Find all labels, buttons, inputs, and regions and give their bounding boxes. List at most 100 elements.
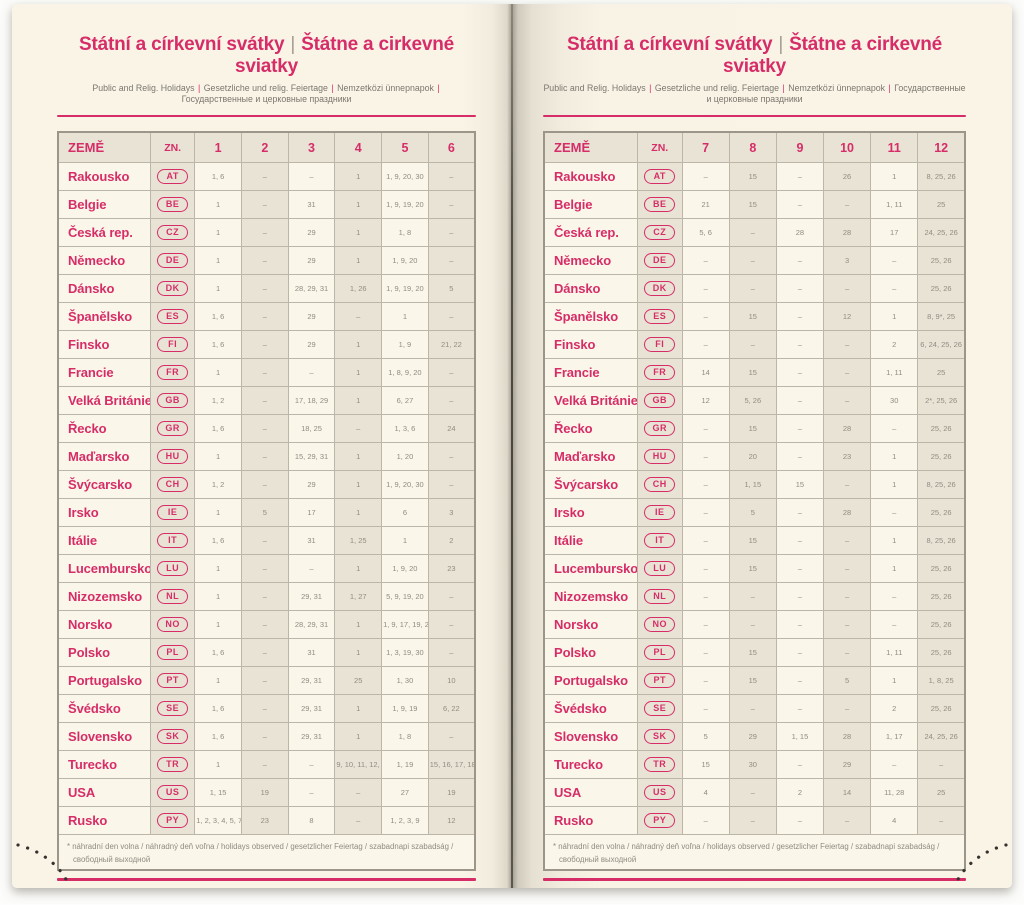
month-cell: –: [822, 329, 872, 359]
month-cell: 1: [194, 553, 242, 583]
country-code-badge: PL: [157, 644, 189, 660]
code-cell: AT: [636, 161, 683, 191]
country-cell: Belgie: [543, 189, 638, 219]
month-cell: 12: [681, 385, 730, 415]
month-cell: 12: [822, 301, 872, 331]
month-cell: 1, 6: [194, 329, 242, 359]
month-cell: 25: [917, 189, 966, 219]
month-cell: 1, 27: [334, 581, 383, 611]
country-code-badge: DK: [157, 280, 189, 296]
table-row: Řecko GR –15–28–25, 26: [543, 413, 966, 443]
month-cell: –: [240, 189, 289, 219]
month-cell: 20: [728, 441, 777, 471]
month-cell: 1, 26: [334, 273, 383, 303]
month-cell: 5, 26: [728, 385, 777, 415]
right-page: Státní a církevní svátky | Štátne a cirkev…: [512, 4, 1012, 888]
column-header-code: ZN.: [150, 131, 196, 163]
month-cell: 1: [870, 441, 919, 471]
footnote-row: * náhradní den volna / náhradný deň voľn…: [543, 833, 966, 871]
country-cell: Finsko: [57, 329, 152, 359]
code-cell: ES: [636, 301, 683, 331]
month-cell: 1: [194, 217, 242, 247]
month-cell: 15: [681, 749, 730, 779]
country-code-badge: GB: [157, 392, 189, 408]
right-page-content: Státní a církevní svátky | Štátne a cirkev…: [512, 4, 1012, 881]
month-cell: –: [240, 749, 289, 779]
month-cell: 11, 28: [870, 777, 919, 807]
table-row: Maďarsko HU –20–23 1 25, 26: [543, 441, 966, 471]
month-cell: –: [728, 805, 777, 835]
month-cell: 28: [822, 721, 872, 751]
code-cell: GB: [150, 385, 196, 415]
footnote-cell: * náhradní den volna / náhradný deň voľn…: [543, 833, 966, 871]
month-cell: 2: [870, 693, 919, 723]
month-cell: 15: [728, 357, 777, 387]
month-cell: 5: [822, 665, 872, 695]
country-cell: Španělsko: [57, 301, 152, 331]
month-cell: 8, 25, 26: [917, 161, 966, 191]
country-cell: Francie: [57, 357, 152, 387]
country-cell: Česká rep.: [543, 217, 638, 247]
month-cell: –: [681, 497, 730, 527]
country-cell: Portugalsko: [57, 665, 152, 695]
month-cell: 1: [334, 609, 383, 639]
month-cell: 1: [194, 357, 242, 387]
month-cell: –: [822, 609, 872, 639]
month-cell: –: [775, 693, 825, 723]
month-cell: –: [427, 441, 476, 471]
month-cell: 29: [287, 217, 336, 247]
code-cell: PT: [150, 665, 196, 695]
month-cell: –: [775, 609, 825, 639]
table-row: Portugalsko PT 1–29, 31 25 1, 30 10: [57, 665, 476, 695]
footnote-cell: * náhradní den volna / náhradný deň voľn…: [57, 833, 476, 871]
month-cell: 28: [822, 413, 872, 443]
month-cell: 15: [728, 665, 777, 695]
month-cell: –: [681, 637, 730, 667]
month-cell: 17: [287, 497, 336, 527]
month-cell: –: [775, 329, 825, 359]
month-cell: 15: [728, 553, 777, 583]
month-cell: 1: [194, 245, 242, 275]
country-code-badge: BE: [644, 196, 676, 212]
month-cell: –: [427, 609, 476, 639]
month-cell: 17: [870, 217, 919, 247]
subtitle-segment: Государственные и церковные праздники: [181, 94, 352, 104]
month-cell: –: [287, 553, 336, 583]
table-row: Dánsko DK 1–28, 29, 31 1, 26 1, 9, 19, 20 5: [57, 273, 476, 303]
table-row: Švédsko SE – – – –2 25, 26: [543, 693, 966, 723]
month-cell: 1, 15: [775, 721, 825, 751]
accent-rule-top: [543, 115, 966, 118]
month-cell: –: [427, 245, 476, 275]
page-title-czech: Státní a církevní svátky: [78, 34, 285, 55]
month-cell: 5, 9, 19, 20: [381, 581, 429, 611]
country-cell: Maďarsko: [57, 441, 152, 471]
month-cell: –: [775, 357, 825, 387]
country-code-badge: IT: [644, 532, 676, 548]
month-cell: 3: [822, 245, 872, 275]
country-code-badge: US: [157, 784, 189, 800]
code-cell: NL: [636, 581, 683, 611]
subtitle-segment: Gesetzliche und relig. Feiertage: [203, 83, 328, 93]
month-cell: –: [822, 273, 872, 303]
month-cell: –: [681, 553, 730, 583]
month-cell: 1: [334, 721, 383, 751]
subtitle-separator: |: [646, 83, 654, 93]
code-cell: IE: [150, 497, 196, 527]
month-cell: 30: [728, 749, 777, 779]
table-row: Itálie IT –15– –1 8, 25, 26: [543, 525, 966, 555]
month-cell: –: [681, 805, 730, 835]
month-cell: –: [775, 637, 825, 667]
column-header-month-10: 10: [822, 131, 872, 163]
month-cell: 15, 29, 31: [287, 441, 336, 471]
accent-rule-bottom: [543, 878, 966, 881]
country-code-badge: PT: [644, 672, 676, 688]
code-cell: LU: [150, 553, 196, 583]
month-cell: –: [681, 469, 730, 499]
month-cell: 1, 17: [870, 721, 919, 751]
month-cell: –: [870, 273, 919, 303]
table-row: USA US 1, 15 19– –27 19: [57, 777, 476, 807]
code-cell: LU: [636, 553, 683, 583]
month-cell: 19: [240, 777, 289, 807]
table-row: Německo DE 1–29 1 1, 9, 20–: [57, 245, 476, 275]
table-row: Velká Británie GB 12 5, 26– –30 2*, 25, 26: [543, 385, 966, 415]
